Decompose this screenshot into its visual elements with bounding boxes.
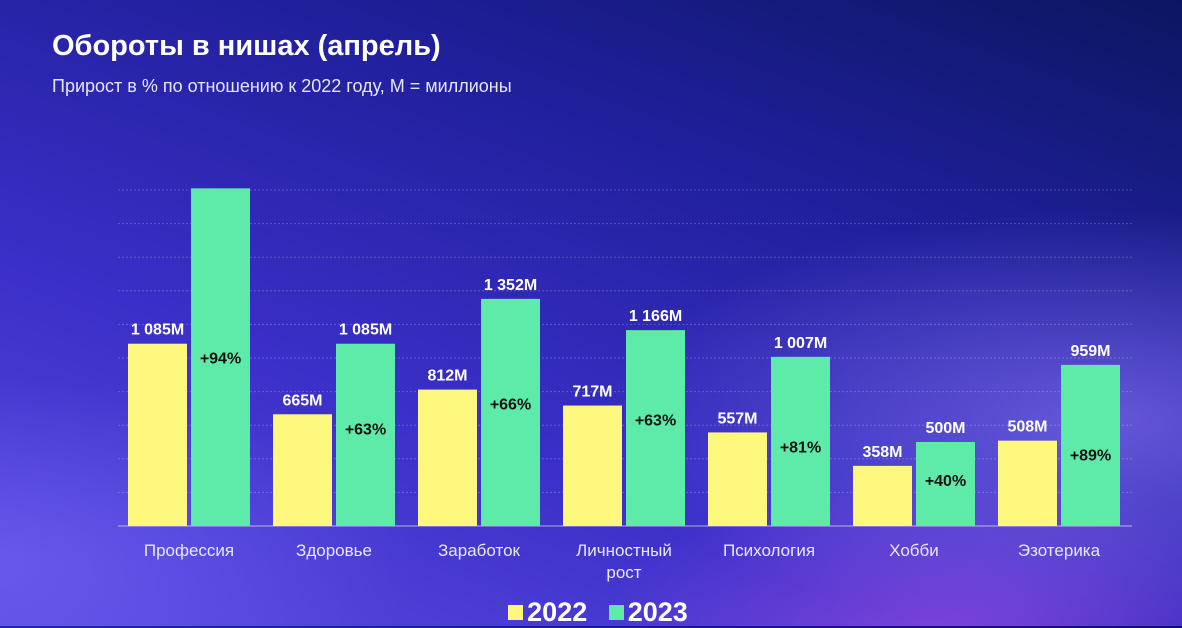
category-label: Психология (723, 541, 815, 560)
bar-2022 (563, 405, 622, 526)
bar-2022 (418, 389, 477, 526)
bar-2022 (708, 432, 767, 526)
bar-2023 (626, 330, 685, 526)
category-label: Профессия (144, 541, 234, 560)
growth-label: +63% (345, 421, 386, 438)
category-label: Здоровье (296, 541, 372, 560)
data-label: 557M (717, 410, 757, 427)
legend-label-2023: 2023 (627, 597, 688, 628)
growth-label: +94% (200, 351, 241, 368)
bar-2022 (273, 414, 332, 526)
data-label: 500M (925, 420, 965, 437)
data-label: 358M (862, 444, 902, 461)
category-label: рост (606, 563, 641, 582)
legend: 2022 2023 (0, 596, 1182, 628)
data-label: 1 352M (484, 277, 537, 294)
growth-label: +63% (635, 413, 676, 430)
category-label: Личностный (576, 541, 672, 560)
category-label: Эзотерика (1018, 541, 1101, 560)
legend-swatch-2023 (608, 605, 624, 621)
growth-label: +66% (490, 397, 531, 414)
bar-2022 (998, 440, 1057, 526)
bar-2023 (916, 442, 975, 526)
legend-label-2022: 2022 (527, 597, 588, 628)
data-label: 1 085M (131, 322, 184, 339)
data-label: 717M (572, 384, 612, 401)
growth-label: +89% (1070, 448, 1111, 465)
data-label: 1 085M (339, 322, 392, 339)
bar-2022 (128, 343, 187, 526)
bar-2023 (1061, 364, 1120, 526)
bar-2023 (191, 188, 250, 526)
category-label: Заработок (438, 541, 520, 560)
data-label: 959M (1070, 343, 1110, 360)
growth-label: +81% (780, 439, 821, 456)
category-label: Хобби (889, 541, 939, 560)
data-label: 812M (427, 368, 467, 385)
data-label: 1 166M (629, 308, 682, 325)
bar-2022 (853, 465, 912, 526)
legend-swatch-2022 (508, 605, 524, 621)
bar-2023 (336, 343, 395, 526)
data-label: 1 007M (774, 335, 827, 352)
chart-title: Обороты в нишах (апрель) (52, 30, 441, 62)
bar-2023 (481, 298, 540, 526)
data-label: 665M (282, 392, 322, 409)
data-label: 508M (1007, 419, 1047, 436)
chart-subtitle: Прирост в % по отношению к 2022 году, М … (52, 76, 512, 96)
bar-2023 (771, 356, 830, 526)
growth-label: +40% (925, 473, 966, 490)
